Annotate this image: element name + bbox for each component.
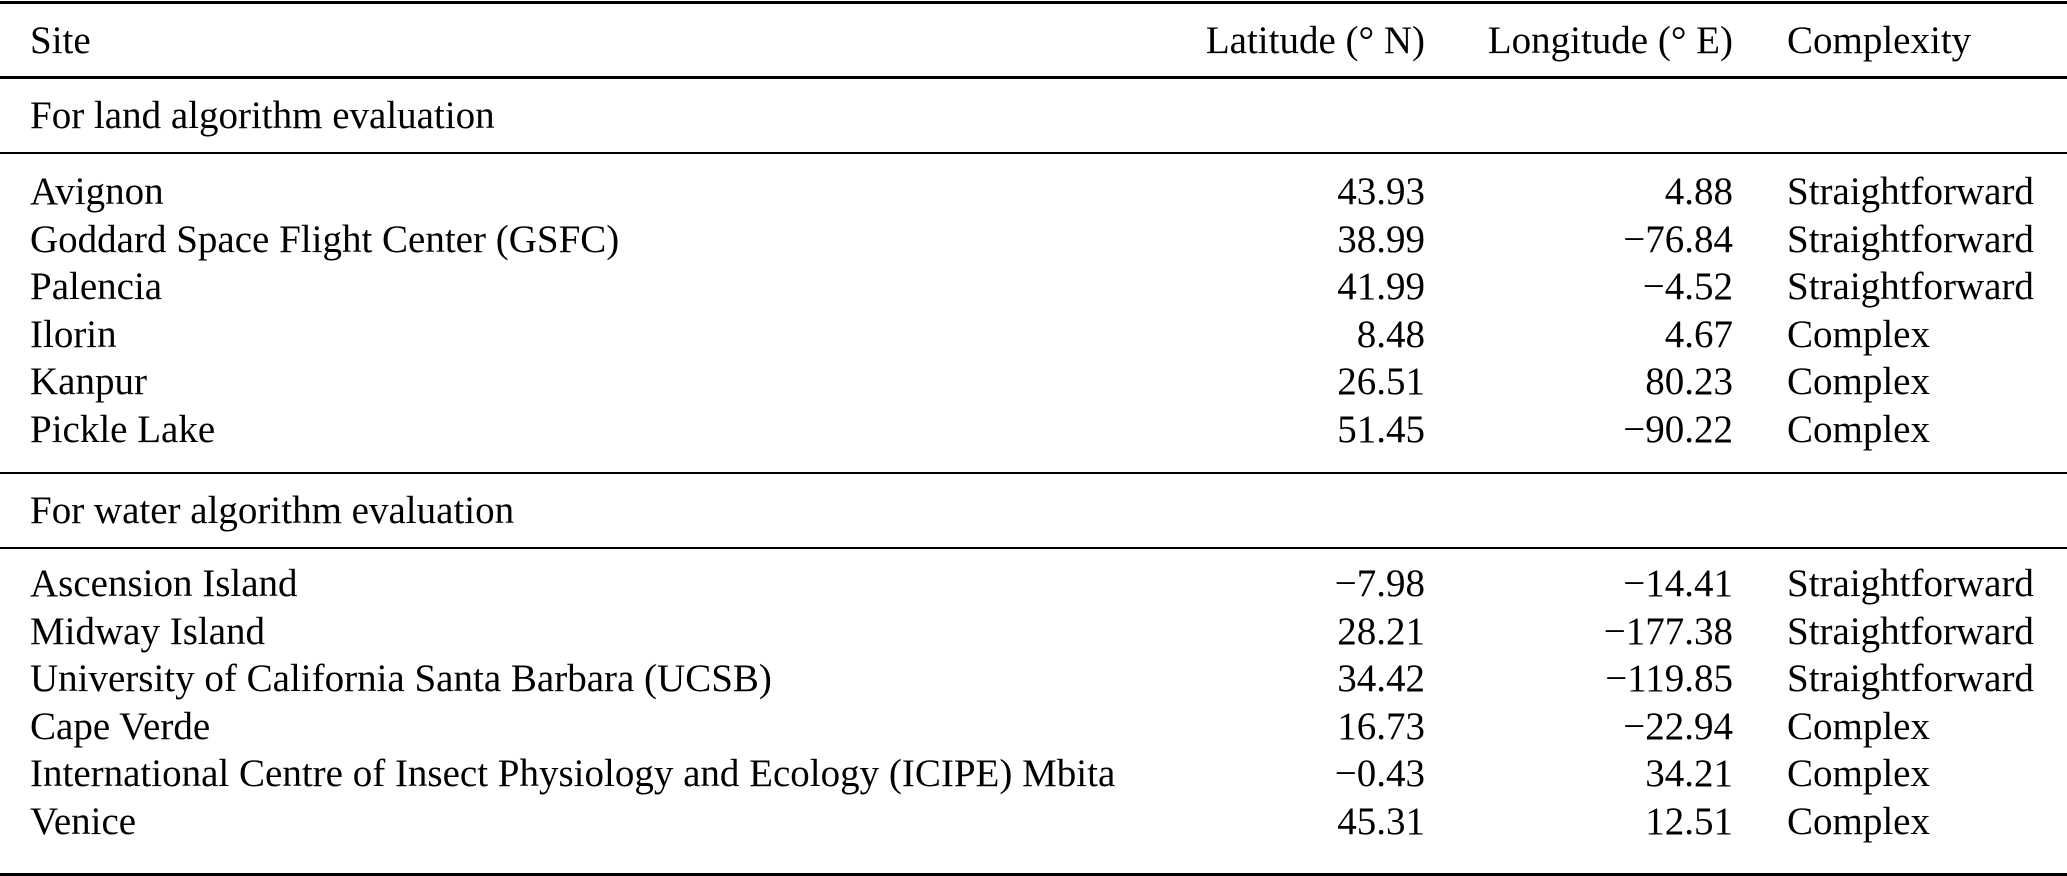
section-header-water: For water algorithm evaluation xyxy=(0,474,2067,547)
latitude-cell: 38.99 xyxy=(1337,217,1425,261)
complexity-cell: Complex xyxy=(1787,407,1930,451)
complexity-cell: Straightforward xyxy=(1787,609,2034,653)
latitude-cell: 41.99 xyxy=(1337,265,1425,308)
longitude-cell: 12.51 xyxy=(1645,799,1733,843)
longitude-cell: −76.84 xyxy=(1623,217,1733,261)
complexity-cell: Complex xyxy=(1787,752,1930,795)
longitude-cell: −22.94 xyxy=(1623,704,1733,748)
latitude-cell: 34.42 xyxy=(1337,657,1425,700)
latitude-cell: 8.48 xyxy=(1356,312,1425,356)
latitude-cell: −0.43 xyxy=(1334,752,1425,795)
site-cell: Avignon xyxy=(30,170,164,213)
longitude-cell: −119.85 xyxy=(1605,657,1733,700)
latitude-cell: 45.31 xyxy=(1337,799,1425,843)
site-cell: Midway Island xyxy=(30,609,266,653)
complexity-cell: Complex xyxy=(1787,360,1930,403)
site-cell: Ascension Island xyxy=(30,562,298,605)
site-cell: International Centre of Insect Physiolog… xyxy=(30,752,1116,795)
complexity-cell: Complex xyxy=(1787,312,1930,356)
table-row: University of California Santa Barbara (… xyxy=(0,655,2067,703)
header-rule xyxy=(0,76,2067,79)
latitude-cell: −7.98 xyxy=(1334,562,1425,605)
land-section-body: Avignon 43.93 4.88 Straightforward Godda… xyxy=(0,154,2067,472)
column-header-site: Site xyxy=(30,18,91,62)
longitude-cell: 80.23 xyxy=(1645,360,1733,403)
table-row: Pickle Lake 51.45 −90.22 Complex xyxy=(0,406,2067,454)
section-label: For land algorithm evaluation xyxy=(30,94,495,137)
site-cell: University of California Santa Barbara (… xyxy=(30,657,772,700)
table-row: Kanpur 26.51 80.23 Complex xyxy=(0,358,2067,406)
table-row: Ilorin 8.48 4.67 Complex xyxy=(0,311,2067,359)
section-label: For water algorithm evaluation xyxy=(30,489,515,532)
table-row: Palencia 41.99 −4.52 Straightforward xyxy=(0,263,2067,311)
complexity-cell: Complex xyxy=(1787,799,1930,843)
longitude-cell: −177.38 xyxy=(1603,609,1733,653)
table-row: Cape Verde 16.73 −22.94 Complex xyxy=(0,703,2067,751)
longitude-cell: 34.21 xyxy=(1645,752,1733,795)
column-header-complexity: Complexity xyxy=(1787,18,1972,62)
site-cell: Palencia xyxy=(30,265,163,308)
site-cell: Kanpur xyxy=(30,360,147,403)
complexity-cell: Straightforward xyxy=(1787,562,2034,605)
complexity-cell: Straightforward xyxy=(1787,217,2034,261)
section-rule xyxy=(0,547,2067,549)
longitude-cell: 4.67 xyxy=(1664,312,1733,356)
latitude-cell: 16.73 xyxy=(1337,704,1425,748)
latitude-cell: 51.45 xyxy=(1337,407,1425,451)
longitude-cell: 4.88 xyxy=(1664,170,1733,213)
bottom-rule xyxy=(0,873,2067,876)
section-rule xyxy=(0,472,2067,474)
latitude-cell: 28.21 xyxy=(1337,609,1425,653)
table-row: Goddard Space Flight Center (GSFC) 38.99… xyxy=(0,216,2067,264)
longitude-cell: −14.41 xyxy=(1623,562,1733,605)
section-header-land: For land algorithm evaluation xyxy=(0,79,2067,152)
site-cell: Cape Verde xyxy=(30,704,211,748)
latitude-cell: 26.51 xyxy=(1337,360,1425,403)
complexity-cell: Straightforward xyxy=(1787,265,2034,308)
section-rule xyxy=(0,152,2067,154)
table-row: Ascension Island −7.98 −14.41 Straightfo… xyxy=(0,560,2067,608)
table-header-row: Site Latitude (° N) Longitude (° E) Comp… xyxy=(0,4,2067,76)
column-header-latitude: Latitude (° N) xyxy=(1205,18,1425,62)
latitude-cell: 43.93 xyxy=(1337,170,1425,213)
longitude-cell: −90.22 xyxy=(1623,407,1733,451)
complexity-cell: Straightforward xyxy=(1787,170,2034,213)
column-header-longitude: Longitude (° E) xyxy=(1487,18,1733,62)
table-row: Avignon 43.93 4.88 Straightforward xyxy=(0,168,2067,216)
top-rule xyxy=(0,1,2067,4)
site-cell: Pickle Lake xyxy=(30,407,216,451)
longitude-cell: −4.52 xyxy=(1642,265,1733,308)
water-section-body: Ascension Island −7.98 −14.41 Straightfo… xyxy=(0,549,2067,873)
table-row: Midway Island 28.21 −177.38 Straightforw… xyxy=(0,608,2067,656)
site-cell: Venice xyxy=(30,799,137,843)
complexity-cell: Complex xyxy=(1787,704,1930,748)
table-row: Venice 45.31 12.51 Complex xyxy=(0,798,2067,846)
table-row: International Centre of Insect Physiolog… xyxy=(0,750,2067,798)
complexity-cell: Straightforward xyxy=(1787,657,2034,700)
site-cell: Goddard Space Flight Center (GSFC) xyxy=(30,217,620,261)
site-cell: Ilorin xyxy=(30,312,117,356)
